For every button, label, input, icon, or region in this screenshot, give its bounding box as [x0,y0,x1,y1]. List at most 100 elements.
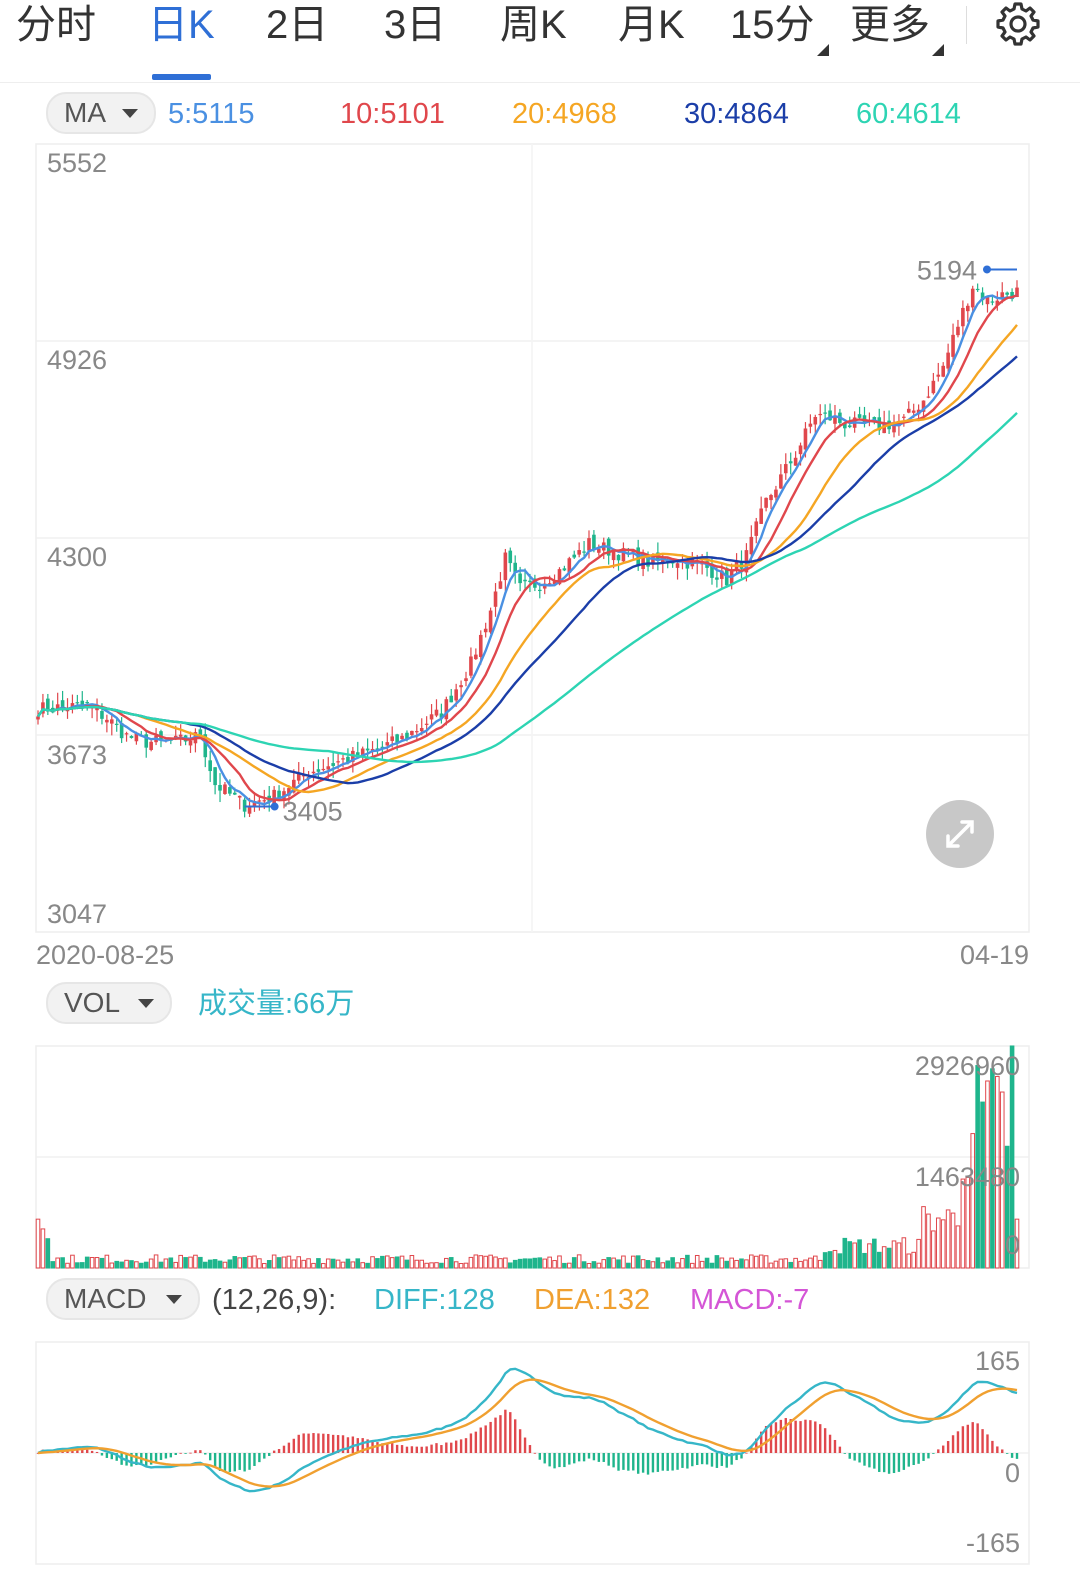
macd-histogram-bar [189,1452,192,1454]
candle-body [975,288,980,291]
macd-histogram-bar [376,1442,379,1453]
macd-histogram-bar [90,1450,94,1453]
candle-body [567,558,572,573]
macd-histogram-bar [912,1453,915,1465]
macd-histogram-bar [823,1428,827,1453]
macd-histogram-bar [459,1439,463,1453]
volume-bar [611,1257,616,1269]
tab-more[interactable]: 更多 [850,0,944,82]
candle-body [311,771,316,774]
candle-body [385,742,390,746]
volume-bar [193,1254,198,1269]
macd-selector[interactable]: MACD [46,1278,200,1320]
macd-histogram-bar [391,1443,394,1453]
volume-bar [940,1219,946,1269]
volume-bar [591,1261,597,1269]
tab-label: 更多 [850,3,930,47]
candle-body [488,610,493,633]
volume-bar [222,1261,228,1269]
volume-bar [852,1242,857,1269]
candle-body [65,709,70,712]
macd-histogram-bar [115,1453,118,1461]
volume-bar [286,1255,292,1269]
tab-monthly-k[interactable]: 月K [618,0,685,82]
y-tick-label: 4300 [47,542,107,572]
volume-bar [75,1262,80,1269]
macd-histogram-bar [518,1429,522,1453]
macd-histogram-bar [651,1453,655,1473]
macd-histogram-bar [720,1453,724,1466]
volume-bar [596,1262,602,1269]
volume-bar [60,1257,65,1269]
fullscreen-button[interactable] [926,800,994,868]
candle-body [533,578,537,588]
macd-histogram-bar [282,1445,286,1453]
volume-bar [70,1254,75,1269]
candle-body [857,414,862,418]
tab-timeshare[interactable]: 分时 [16,0,96,82]
macd-histogram-bar [238,1453,241,1470]
macd-histogram-bar [833,1439,837,1453]
candle-body [769,495,773,501]
volume-bar [183,1257,188,1269]
candle-body [129,735,134,738]
macd-histogram-bar [696,1453,699,1465]
volume-bar [562,1262,567,1269]
tab-2day[interactable]: 2日 [266,0,328,82]
macd-histogram-bar [686,1453,689,1469]
candle-body [843,422,847,429]
volume-bar [665,1260,671,1269]
volume-bar [950,1212,956,1269]
macd-histogram-bar [814,1421,817,1453]
macd-histogram-bar [725,1453,728,1468]
volume-bar [355,1258,361,1269]
candle-body [301,775,306,777]
period-tab-bar: 分时 日K 2日 3日 周K 月K 15分 更多 [0,0,1080,83]
macd-histogram-bar [405,1446,409,1453]
volume-bar [158,1261,164,1269]
gear-icon[interactable] [994,0,1042,48]
candle-body [764,497,768,508]
macd-histogram-bar [843,1453,847,1454]
candle-body [60,700,65,707]
volume-bar [89,1256,95,1269]
macd-histogram-bar [302,1433,305,1453]
ma-selector[interactable]: MA [46,92,156,134]
volume-bar [1004,1145,1010,1269]
volume-bar [266,1260,272,1269]
candle-body [424,723,429,725]
ma60-line [37,412,1018,764]
macd-histogram-bar [341,1435,345,1453]
candle-body [921,400,926,412]
candle-body [355,752,360,757]
volume-bar [503,1257,508,1269]
tab-15min[interactable]: 15分 [730,0,829,82]
volume-bar [35,1218,41,1269]
candle-body [508,550,513,564]
macd-histogram-bar [218,1453,222,1471]
volume-bar [872,1238,877,1269]
macd-histogram-bar [223,1453,227,1472]
candle-body [587,538,591,551]
volume-bar [704,1257,710,1269]
tab-3day[interactable]: 3日 [384,0,446,82]
vol-selector[interactable]: VOL [46,982,172,1024]
volume-bar [630,1255,636,1269]
volume-bar [148,1258,154,1269]
macd-histogram-bar [897,1453,901,1472]
macd-histogram-bar [577,1453,581,1462]
volume-bar [257,1258,262,1269]
tab-daily-k[interactable]: 日K [148,0,215,82]
vol-tick-label: 1463480 [915,1162,1020,1192]
volume-bar [271,1254,277,1269]
candle-body [892,422,896,433]
volume-bar [862,1252,867,1269]
macd-histogram-bar [499,1415,502,1453]
volume-bar [857,1239,862,1269]
macd-histogram-bar [85,1449,89,1453]
macd-histogram-bar [961,1426,965,1453]
candle-body [203,734,208,758]
macd-histogram-bar [661,1453,664,1471]
tab-weekly-k[interactable]: 周K [500,0,567,82]
